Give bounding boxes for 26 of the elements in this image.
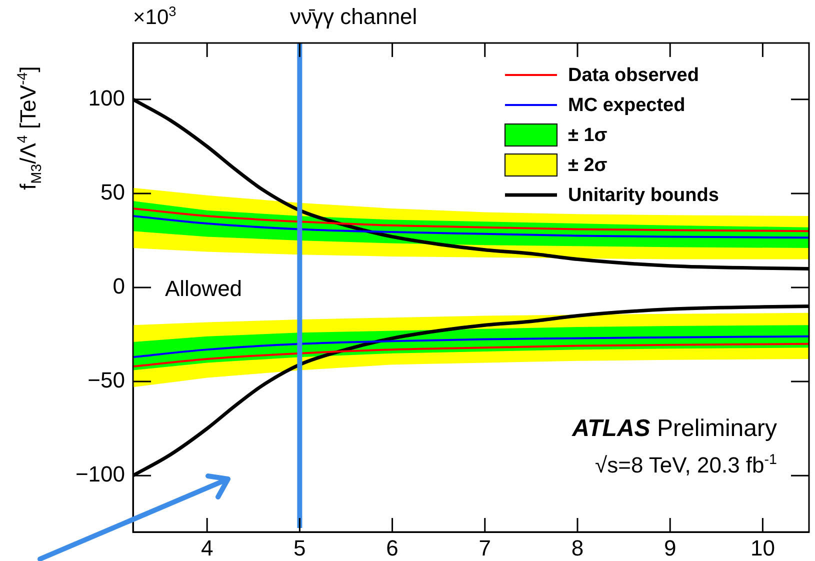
x-tick-label: 8 — [571, 535, 584, 560]
legend-label: Unitarity bounds — [568, 185, 719, 206]
line-series — [133, 342, 809, 368]
annotation: √s=8 TeV, 20.3 fb$^{-1}$ — [595, 452, 777, 478]
text: ×10$^{3}$ — [133, 4, 176, 30]
legend-label: Data observed — [568, 65, 699, 86]
y-tick-label: 50 — [100, 180, 125, 205]
y-tick-label: 0 — [112, 274, 125, 299]
y-tick-label: −100 — [75, 462, 125, 487]
annotation: Allowed — [165, 276, 242, 302]
x-tick-label: 7 — [478, 535, 492, 560]
x-tick-label: 5 — [294, 535, 306, 560]
annotation: ATLAS Preliminary — [572, 415, 777, 443]
legend-label: ± 1σ — [568, 125, 608, 146]
line-series — [133, 215, 809, 239]
legend-label: ± 2σ — [568, 155, 608, 176]
line-series — [133, 208, 809, 232]
x-tick-label: 10 — [750, 535, 775, 560]
x-tick-label: 4 — [200, 535, 214, 560]
line-series — [133, 335, 809, 358]
y-tick-label: −50 — [88, 368, 125, 393]
y-tick-label: 100 — [88, 85, 125, 110]
chart-title: νν̄γγ channel — [290, 4, 418, 30]
legend-label: MC expected — [568, 95, 686, 116]
x-tick-label: 9 — [664, 535, 676, 560]
x-tick-label: 6 — [386, 535, 398, 560]
